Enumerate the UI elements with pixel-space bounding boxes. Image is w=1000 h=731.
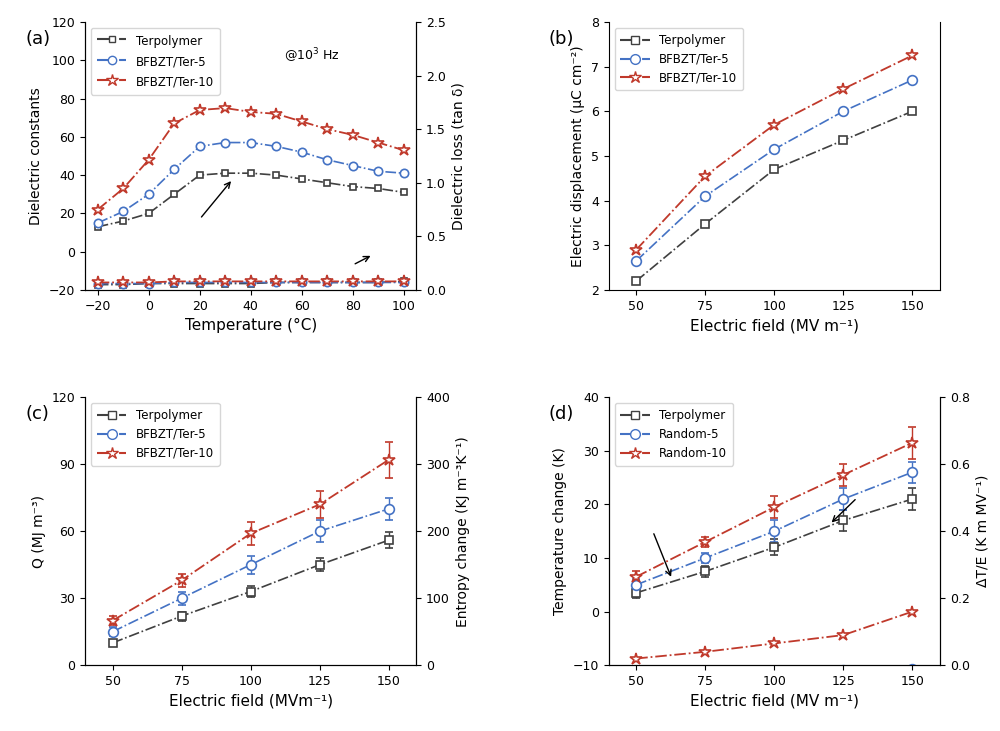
Y-axis label: Dielectric constants: Dielectric constants [29,87,43,225]
Text: (c): (c) [25,405,49,423]
Text: @10$^3$ Hz: @10$^3$ Hz [284,46,340,64]
Legend: Terpolymer, BFBZT/Ter-5, BFBZT/Ter-10: Terpolymer, BFBZT/Ter-5, BFBZT/Ter-10 [615,28,743,91]
Text: (d): (d) [549,405,574,423]
Text: (a): (a) [25,30,50,48]
Legend: Terpolymer, BFBZT/Ter-5, BFBZT/Ter-10: Terpolymer, BFBZT/Ter-5, BFBZT/Ter-10 [91,403,220,466]
Y-axis label: ΔT/E (K m MV⁻¹): ΔT/E (K m MV⁻¹) [975,475,989,588]
X-axis label: Electric field (MV m⁻¹): Electric field (MV m⁻¹) [690,694,859,708]
Y-axis label: Q (MJ m⁻³): Q (MJ m⁻³) [32,495,46,568]
Y-axis label: Dielectric loss (tan δ): Dielectric loss (tan δ) [452,82,466,230]
X-axis label: Electric field (MV m⁻¹): Electric field (MV m⁻¹) [690,318,859,333]
X-axis label: Electric field (MVm⁻¹): Electric field (MVm⁻¹) [169,694,333,708]
Text: (b): (b) [549,30,574,48]
Y-axis label: Temperature change (K): Temperature change (K) [553,447,567,615]
Legend: Terpolymer, Random-5, Random-10: Terpolymer, Random-5, Random-10 [615,403,733,466]
X-axis label: Temperature (°C): Temperature (°C) [185,318,317,333]
Legend: Terpolymer, BFBZT/Ter-5, BFBZT/Ter-10: Terpolymer, BFBZT/Ter-5, BFBZT/Ter-10 [91,28,220,94]
Y-axis label: Entropy change (KJ m⁻³K⁻¹): Entropy change (KJ m⁻³K⁻¹) [456,436,470,626]
Y-axis label: Electric displacement (μC cm⁻²): Electric displacement (μC cm⁻²) [571,45,585,267]
